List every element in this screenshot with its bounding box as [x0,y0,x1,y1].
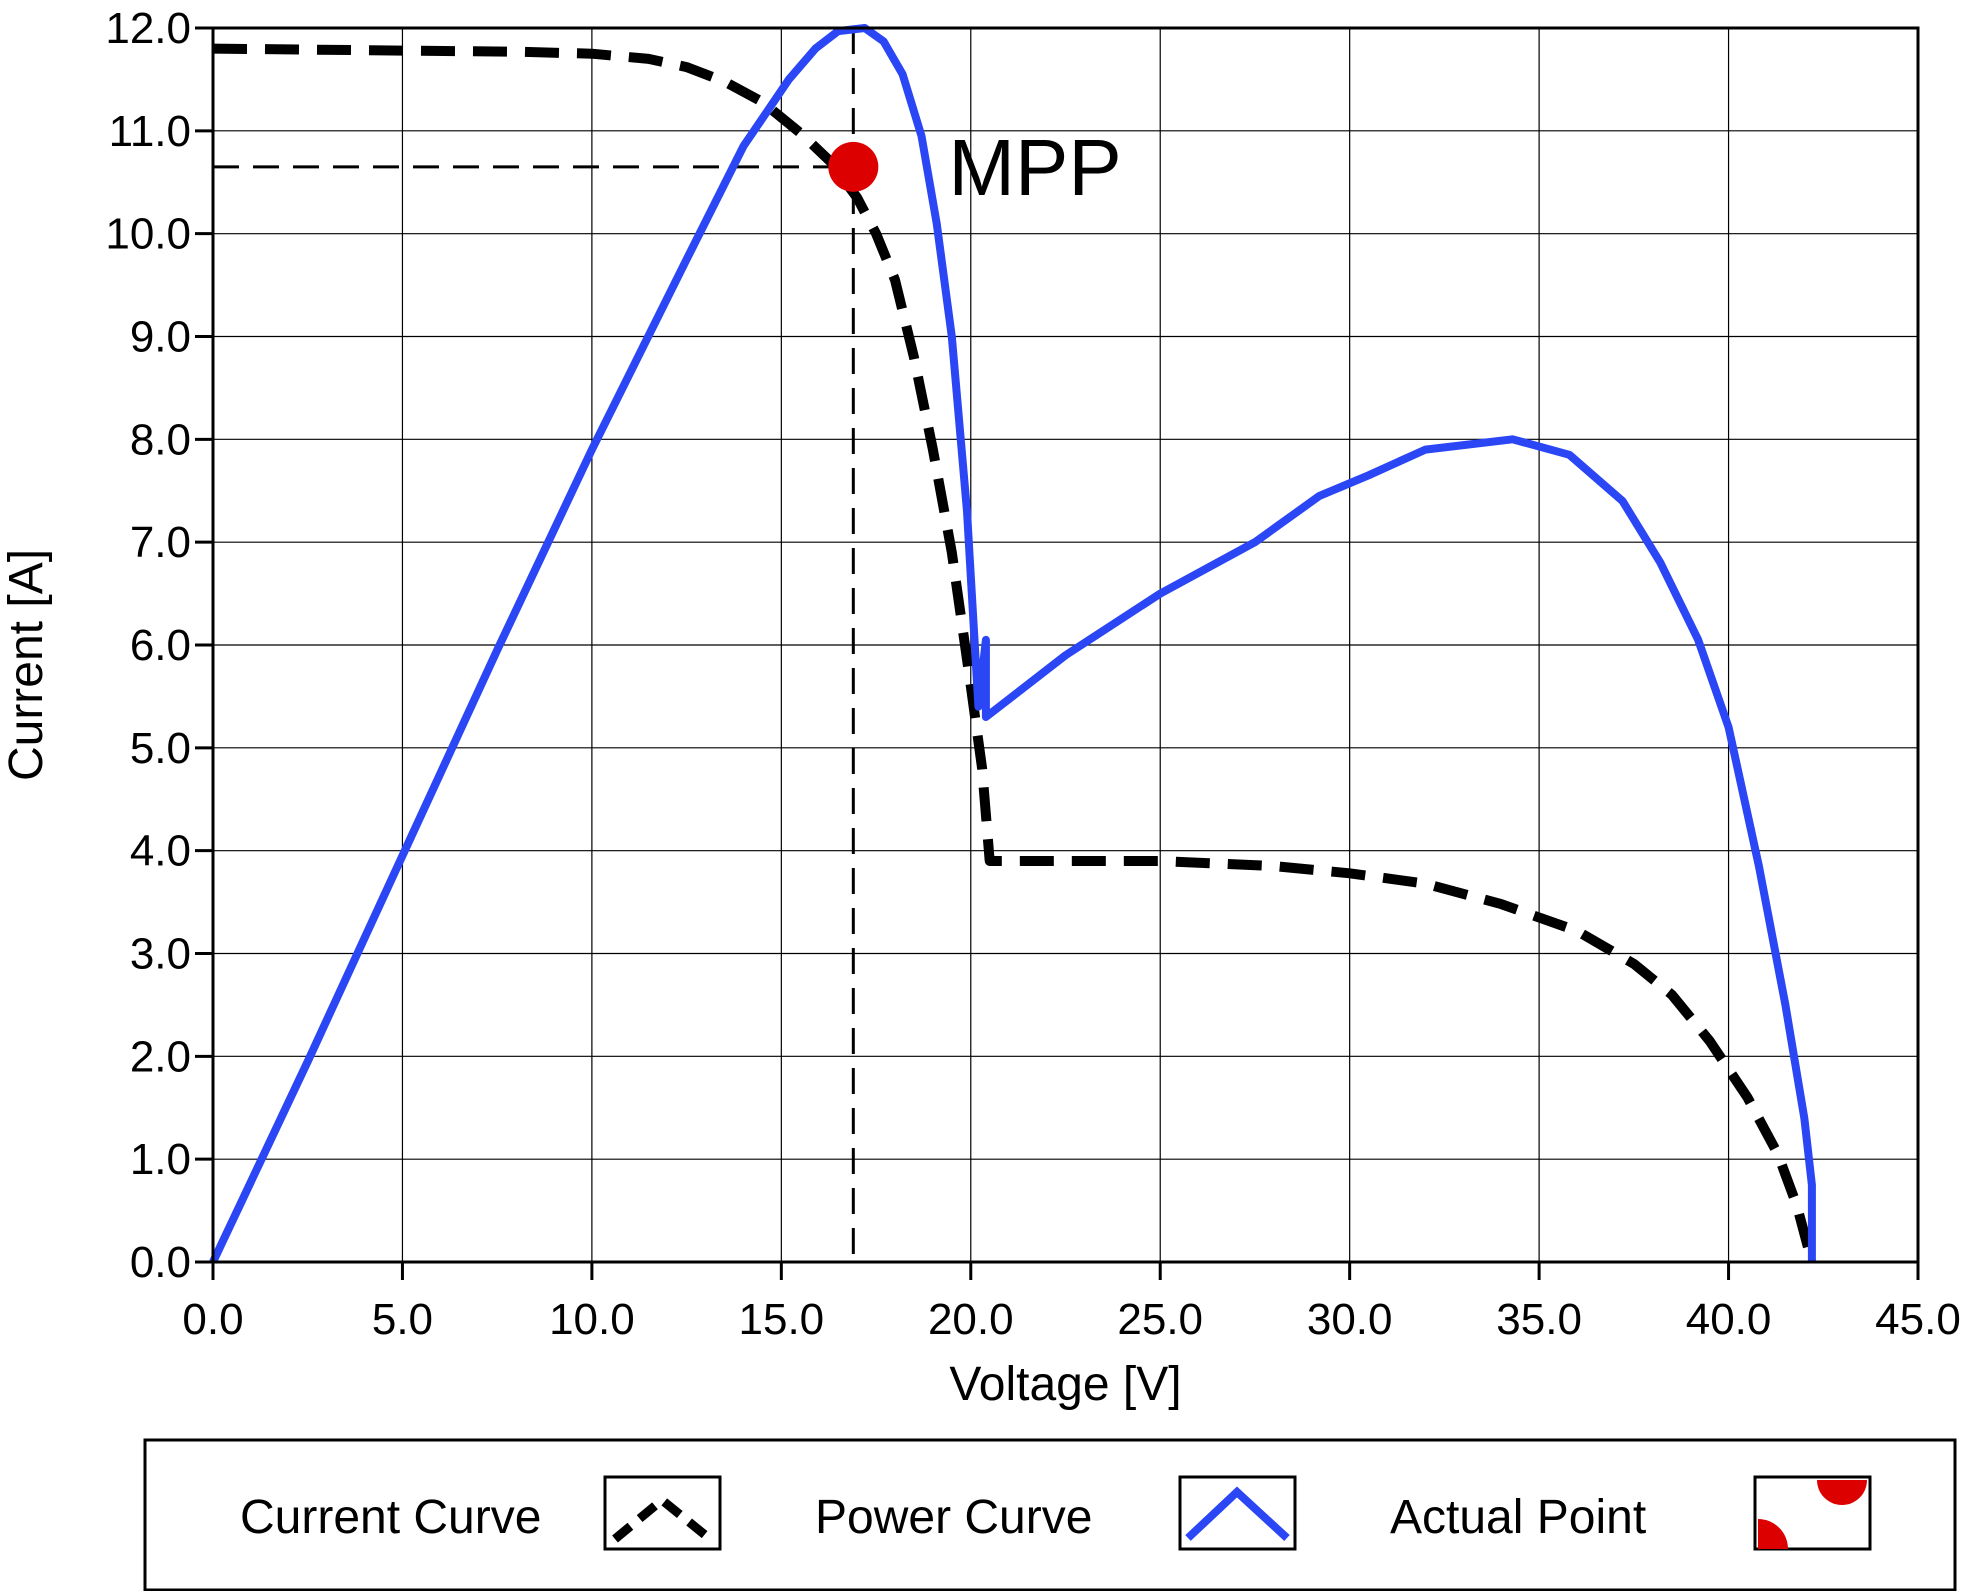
x-tick-label: 5.0 [372,1295,433,1344]
y-tick-label: 12.0 [105,4,191,53]
x-tick-label: 10.0 [549,1295,635,1344]
grid [213,28,1918,1262]
legend-swatch-actual-point [1753,1475,1872,1551]
power-curve-line [209,24,1816,1264]
legend-label-current-curve: Current Curve [240,1491,541,1544]
y-tick-label: 3.0 [130,930,191,979]
y-tick-label: 10.0 [105,210,191,259]
mpp-guide-lines [213,28,855,1262]
axis-ticks: 0.0 5.0 10.0 15.0 20.0 25.0 30.0 35.0 40.0 45.0 0.… [105,4,1960,1344]
legend-label-actual-point: Actual Point [1390,1491,1646,1544]
x-tick-label: 25.0 [1117,1295,1203,1344]
mpp-marker [828,141,879,192]
legend-frame [143,1438,1957,1592]
x-axis-title: Voltage [V] [949,1358,1181,1411]
x-tick-label: 45.0 [1875,1295,1961,1344]
y-tick-label: 1.0 [130,1135,191,1184]
y-tick-label: 9.0 [130,313,191,362]
current-curve-line [212,43,1817,1264]
series-layer [209,24,1817,1264]
y-tick-label: 11.0 [109,107,191,156]
legend-swatch-power-curve [1178,1475,1297,1551]
mpp-label: MPP [948,123,1121,212]
y-tick-label: 2.0 [130,1032,191,1081]
x-tick-label: 15.0 [739,1295,825,1344]
y-tick-label: 7.0 [130,518,191,567]
y-tick-label: 0.0 [130,1238,191,1287]
x-tick-label: 0.0 [182,1295,243,1344]
x-tick-label: 20.0 [928,1295,1014,1344]
legend-swatch-current-curve [603,1475,722,1551]
y-tick-label: 5.0 [130,724,191,773]
legend-label-power-curve: Power Curve [815,1491,1092,1544]
marker-layer: MPP [828,123,1122,212]
y-tick-label: 4.0 [130,827,191,876]
x-tick-label: 40.0 [1686,1295,1772,1344]
y-tick-label: 6.0 [130,621,191,670]
legend: Current Curve Power Curve Actual Point [143,1438,1957,1592]
y-axis-title: Current [A] [0,549,53,781]
x-tick-label: 35.0 [1496,1295,1582,1344]
x-tick-label: 30.0 [1307,1295,1393,1344]
y-tick-label: 8.0 [130,415,191,464]
